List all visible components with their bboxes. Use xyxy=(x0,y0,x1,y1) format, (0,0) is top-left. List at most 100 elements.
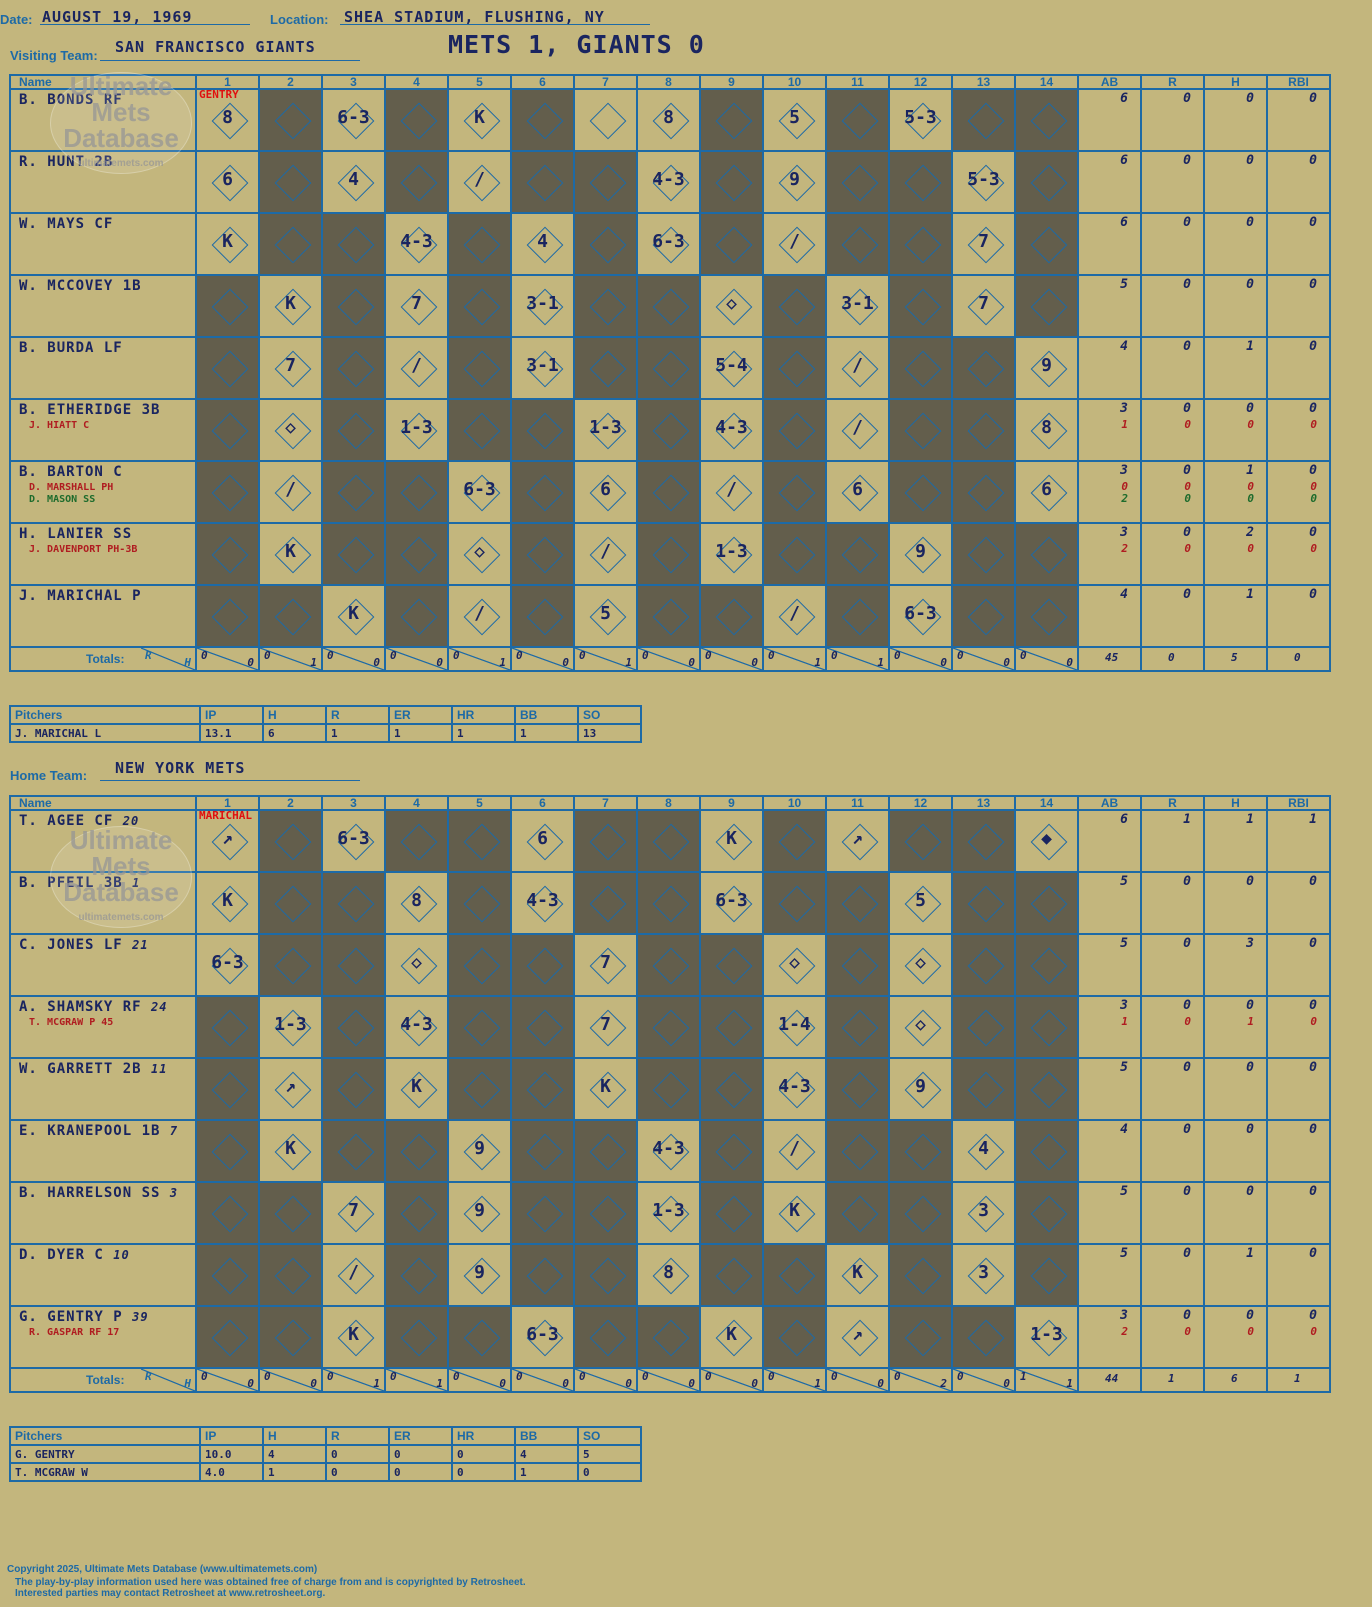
stat-cell: 3 xyxy=(1203,933,1268,997)
diamond-icon xyxy=(715,164,753,202)
inning-cell xyxy=(447,212,512,276)
inning-cell: 5-3 xyxy=(951,150,1016,214)
play-mark: ◆ xyxy=(1041,828,1052,849)
column-header-inning: 7 xyxy=(573,74,638,90)
inning-cell: 4 xyxy=(510,212,575,276)
pitcher-column-header: IP xyxy=(199,705,264,725)
inning-cell xyxy=(951,88,1016,152)
stat-cell: 0 xyxy=(1203,150,1268,214)
inning-cell xyxy=(258,584,323,648)
diamond-icon xyxy=(337,1009,375,1047)
inning-cell: / xyxy=(762,212,827,276)
diamond-icon xyxy=(211,1195,249,1233)
inning-cell xyxy=(1014,995,1079,1059)
inning-cell xyxy=(951,1305,1016,1369)
inning-cell xyxy=(573,1181,638,1245)
diamond-icon xyxy=(337,947,375,985)
inning-cell: 4-3 xyxy=(636,1119,701,1183)
location-label: Location: xyxy=(270,12,329,27)
column-header-inning: 8 xyxy=(636,74,701,90)
diamond-icon xyxy=(967,1009,1005,1047)
inning-cell xyxy=(321,522,386,586)
inning-cell: 4 xyxy=(321,150,386,214)
inning-cell: 9 xyxy=(762,150,827,214)
play-mark: K xyxy=(474,107,485,128)
stat-total: 45 xyxy=(1077,646,1142,672)
stat-cell: 6 xyxy=(1077,88,1142,152)
diamond-icon xyxy=(1030,102,1068,140)
play-mark: ◇ xyxy=(915,952,926,973)
play-mark: 8 xyxy=(411,890,422,911)
play-mark: / xyxy=(600,541,611,562)
inning-cell xyxy=(1014,1181,1079,1245)
play-mark: 9 xyxy=(474,1200,485,1221)
inning-cell: / xyxy=(447,584,512,648)
inning-cell xyxy=(384,1305,449,1369)
inning-cell xyxy=(1014,212,1079,276)
inning-cell: 7 xyxy=(573,995,638,1059)
inning-cell xyxy=(1014,150,1079,214)
inning-cell xyxy=(888,274,953,338)
inning-cell: 4 xyxy=(951,1119,1016,1183)
diamond-icon xyxy=(589,885,627,923)
diamond-icon xyxy=(967,102,1005,140)
diamond-icon xyxy=(1030,1133,1068,1171)
inning-cell xyxy=(636,871,701,935)
stat-cell: 0 xyxy=(1266,336,1331,400)
totals-row: Totals: R H 0 0 0 1 0 0 0 0 0 1 0 0 0 1 0 0 0 0 0 1 0 1 0 0 0 0 0 0 45 0… xyxy=(9,646,1331,672)
pitcher-stat: 1 xyxy=(514,723,579,743)
stat-cell: 1 xyxy=(1203,584,1268,648)
stat-cell: 0 xyxy=(1266,1243,1331,1307)
inning-cell xyxy=(636,584,701,648)
inning-cell: 4-3 xyxy=(384,995,449,1059)
diamond-icon xyxy=(211,350,249,388)
substitute-name: T. MCGRAW P 45 xyxy=(29,1017,114,1028)
play-mark: ◇ xyxy=(726,293,737,314)
diamond-icon xyxy=(1030,885,1068,923)
stat-cell: 0 xyxy=(1203,88,1268,152)
pitcher-column-header: SO xyxy=(577,1426,642,1446)
diamond-icon xyxy=(904,350,942,388)
play-mark: 1-3 xyxy=(1030,1324,1063,1345)
inning-cell: 1-3 xyxy=(573,398,638,462)
diamond-icon xyxy=(463,1009,501,1047)
inning-cell: ◇ xyxy=(888,995,953,1059)
inning-cell xyxy=(888,398,953,462)
inning-cell: 6-3 xyxy=(321,88,386,152)
stat-cell: 0 xyxy=(1266,212,1331,276)
diamond-icon xyxy=(967,598,1005,636)
batter-name: J. MARICHAL P xyxy=(19,588,142,604)
inning-cell: / xyxy=(762,1119,827,1183)
inning-cell xyxy=(510,1057,575,1121)
play-mark: 4 xyxy=(978,1138,989,1159)
diamond-icon xyxy=(274,164,312,202)
play-mark: / xyxy=(411,355,422,376)
play-mark: ↗ xyxy=(852,828,863,849)
diamond-icon xyxy=(589,1195,627,1233)
inning-cell: 5 xyxy=(573,584,638,648)
inning-cell: / xyxy=(573,522,638,586)
batter-row: B. PFEIL 3B 1 K 8 4-3 6-3 5 5 0 0 0 xyxy=(9,871,1331,935)
column-header-inning: 14 xyxy=(1014,74,1079,90)
diamond-icon xyxy=(526,947,564,985)
stat-cell: 0 xyxy=(1140,150,1205,214)
column-header-stat: R xyxy=(1140,795,1205,811)
inning-cell: 8 xyxy=(1014,398,1079,462)
inning-cell xyxy=(888,212,953,276)
diamond-icon xyxy=(967,1319,1005,1357)
inning-cell xyxy=(951,584,1016,648)
inning-cell: 3 xyxy=(951,1243,1016,1307)
diamond-icon xyxy=(400,1257,438,1295)
diamond-icon xyxy=(463,350,501,388)
play-mark: 6 xyxy=(852,479,863,500)
play-mark: 1-3 xyxy=(715,541,748,562)
play-mark: 6-3 xyxy=(211,952,244,973)
